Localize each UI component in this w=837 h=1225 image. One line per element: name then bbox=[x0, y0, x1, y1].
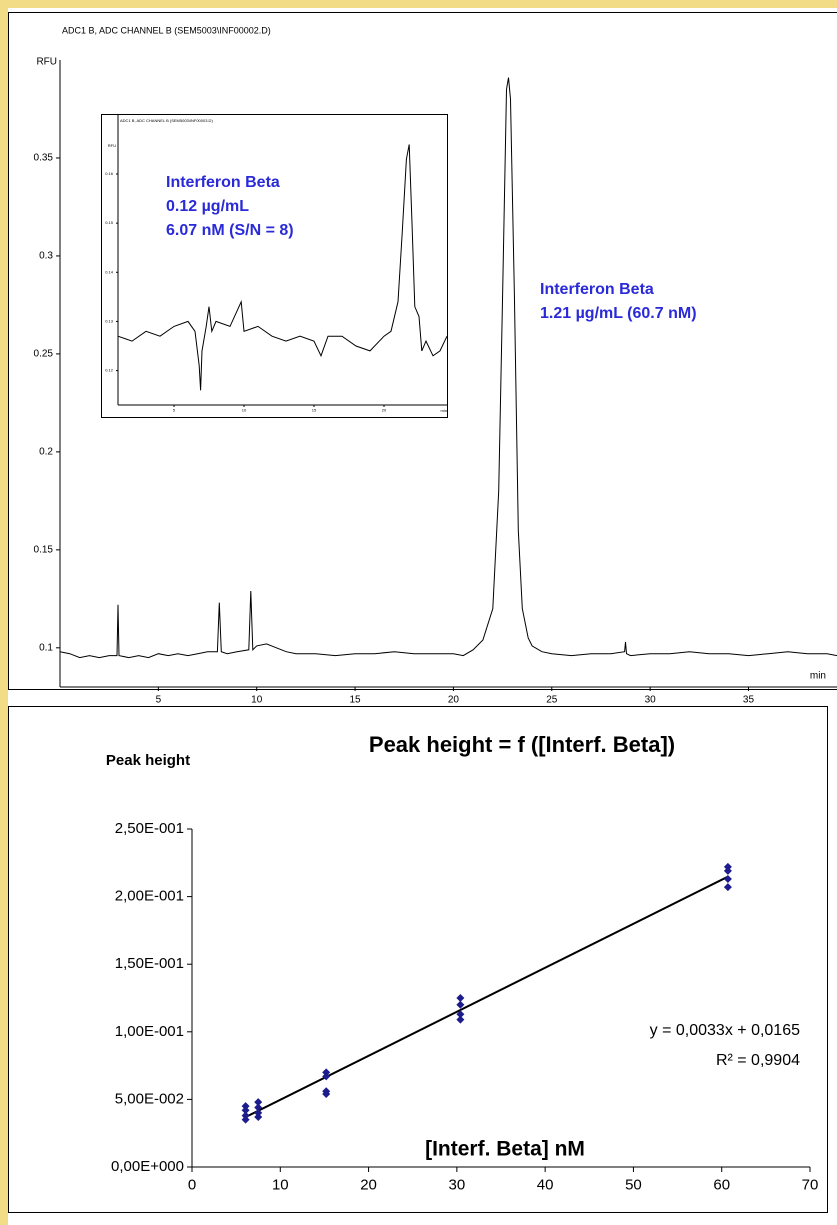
x-tick-label: 25 bbox=[546, 695, 558, 706]
y-tick-label: 0.25 bbox=[34, 349, 54, 360]
x-tick-label: 10 bbox=[251, 695, 263, 706]
data-point bbox=[723, 883, 732, 892]
data-point bbox=[456, 1010, 465, 1019]
annotation: R² = 0,9904 bbox=[716, 1052, 800, 1069]
y-tick-label: 0.16 bbox=[105, 171, 114, 176]
y-tick-label: 1,50E-001 bbox=[115, 955, 184, 972]
x-tick-label: 60 bbox=[713, 1176, 730, 1193]
y-tick-label: 0.15 bbox=[34, 544, 54, 555]
y-tick-label: 0.13 bbox=[105, 319, 114, 324]
x-tick-label: 20 bbox=[360, 1176, 377, 1193]
x-axis-label: [Interf. Beta] nM bbox=[425, 1138, 585, 1161]
chart-title: ADC1 B, ADC CHANNEL B (SEM5003\INF00003.… bbox=[120, 118, 213, 123]
data-point bbox=[254, 1098, 263, 1107]
y-axis-label: RFU bbox=[108, 143, 116, 148]
top-panel bbox=[8, 12, 837, 690]
data-point bbox=[254, 1112, 263, 1121]
y-tick-label: 5,00E-002 bbox=[115, 1090, 184, 1107]
data-point bbox=[241, 1106, 250, 1115]
y-tick-label: 0.15 bbox=[105, 220, 114, 225]
y-tick-label: 1,00E-001 bbox=[115, 1023, 184, 1040]
x-tick-label: 70 bbox=[802, 1176, 819, 1193]
x-axis-label: min bbox=[810, 671, 826, 682]
data-point bbox=[723, 862, 732, 871]
chart-title: Peak height = f ([Interf. Beta]) bbox=[369, 732, 675, 757]
inset-panel bbox=[101, 114, 448, 418]
data-point bbox=[723, 875, 732, 884]
data-point bbox=[322, 1089, 331, 1098]
bottom-panel bbox=[8, 706, 828, 1213]
y-axis-label: RFU bbox=[36, 57, 57, 68]
annotation: Interferon Beta bbox=[540, 281, 654, 298]
x-tick-label: 10 bbox=[272, 1176, 289, 1193]
annotation: 1.21 µg/mL (60.7 nM) bbox=[540, 305, 697, 322]
annotation: 0.12 µg/mL bbox=[166, 198, 249, 215]
y-tick-label: 2,00E-001 bbox=[115, 888, 184, 905]
data-point bbox=[254, 1108, 263, 1117]
x-tick-label: 50 bbox=[625, 1176, 642, 1193]
y-tick-label: 0.3 bbox=[39, 251, 53, 262]
y-tick-label: 0.12 bbox=[105, 368, 114, 373]
annotation: Interferon Beta bbox=[166, 174, 280, 191]
chromatogram-line bbox=[117, 144, 448, 391]
y-tick-label: 0.14 bbox=[105, 269, 114, 274]
chromatogram-line bbox=[59, 77, 837, 659]
data-point bbox=[322, 1068, 331, 1077]
x-tick-label: 35 bbox=[743, 695, 755, 706]
data-point bbox=[241, 1115, 250, 1124]
data-point bbox=[456, 1015, 465, 1024]
data-point bbox=[241, 1111, 250, 1120]
annotation: y = 0,0033x + 0,0165 bbox=[650, 1022, 800, 1039]
x-tick-label: 20 bbox=[448, 695, 460, 706]
y-tick-label: 0.1 bbox=[39, 642, 53, 653]
chart-title: ADC1 B, ADC CHANNEL B (SEM5003\INF00002.… bbox=[62, 25, 271, 35]
y-tick-label: 2,50E-001 bbox=[115, 820, 184, 837]
data-point bbox=[723, 866, 732, 875]
x-tick-label: 5 bbox=[173, 408, 176, 413]
x-tick-label: 5 bbox=[156, 695, 162, 706]
y-tick-label: 0.35 bbox=[34, 153, 54, 164]
x-tick-label: 10 bbox=[242, 408, 247, 413]
data-point bbox=[322, 1072, 331, 1081]
x-tick-label: 20 bbox=[382, 408, 387, 413]
x-tick-label: 15 bbox=[350, 695, 362, 706]
x-tick-label: 15 bbox=[312, 408, 317, 413]
x-tick-label: 30 bbox=[645, 695, 657, 706]
x-axis-label: min bbox=[441, 408, 447, 413]
data-point bbox=[254, 1103, 263, 1112]
y-tick-label: 0.2 bbox=[39, 447, 53, 458]
x-tick-label: 30 bbox=[449, 1176, 466, 1193]
data-point bbox=[241, 1102, 250, 1111]
x-tick-label: 0 bbox=[188, 1176, 196, 1193]
y-axis-label: Peak height bbox=[106, 752, 190, 769]
data-point bbox=[456, 1000, 465, 1009]
x-tick-label: 40 bbox=[537, 1176, 554, 1193]
data-point bbox=[456, 994, 465, 1002]
y-tick-label: 0,00E+000 bbox=[111, 1158, 184, 1175]
annotation: 6.07 nM (S/N = 8) bbox=[166, 222, 294, 239]
